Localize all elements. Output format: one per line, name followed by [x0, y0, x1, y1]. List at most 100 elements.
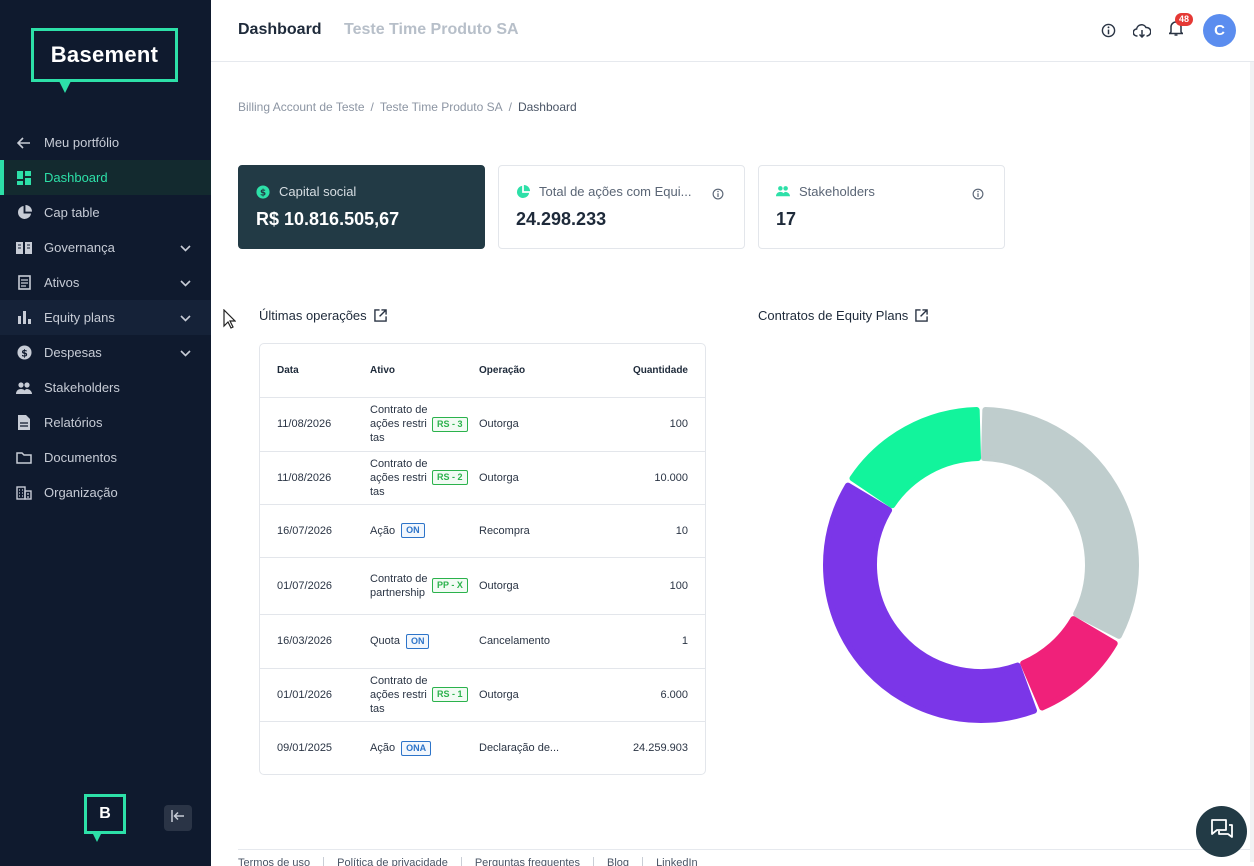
avatar[interactable]: C: [1203, 14, 1236, 47]
sidebar-item-governanca[interactable]: Governança: [0, 230, 211, 265]
brand-logo[interactable]: Basement: [31, 28, 178, 93]
cell-data: 16/07/2026: [260, 504, 370, 558]
sidebar-nav: Meu portfólio Dashboard Cap table Govern…: [0, 125, 211, 510]
donut-slice-0[interactable]: [980, 407, 1139, 639]
chevron-down-icon: [180, 241, 191, 256]
breadcrumb-separator: /: [370, 100, 374, 114]
logo-tail: [59, 81, 71, 93]
cell-data: 01/07/2026: [260, 557, 370, 615]
sidebar-item-label: Organização: [44, 485, 118, 500]
footer-link-linkedin[interactable]: LinkedIn: [656, 857, 698, 866]
sidebar-item-label: Cap table: [44, 205, 100, 220]
sidebar-item-label: Despesas: [44, 345, 102, 360]
table-row: 11/08/2026 Contrato de ações restritas R…: [260, 451, 705, 505]
sidebar-item-label: Documentos: [44, 450, 117, 465]
sidebar-item-dashboard[interactable]: Dashboard: [0, 160, 211, 195]
donut-slice-3[interactable]: [849, 407, 982, 509]
sidebar-item-cap-table[interactable]: Cap table: [0, 195, 211, 230]
sidebar: Basement Meu portfólio Dashboard Cap tab…: [0, 0, 211, 866]
capital-social-label: Capital social: [279, 184, 357, 199]
cell-operacao: Outorga: [479, 668, 599, 722]
table-row: 01/01/2026 Contrato de ações restritas R…: [260, 668, 705, 722]
dashboard-icon: [16, 170, 32, 186]
book-icon: [16, 240, 32, 256]
logo-text: Basement: [31, 28, 178, 82]
scrollbar-track[interactable]: [1250, 62, 1254, 862]
sidebar-item-label: Stakeholders: [44, 380, 120, 395]
chat-button[interactable]: [1196, 806, 1247, 857]
equity-plans-donut-chart: [823, 407, 1139, 723]
collapse-sidebar-button[interactable]: [164, 805, 192, 831]
column-header-data: Data: [260, 344, 370, 398]
operations-table: Data Ativo Operação Quantidade 11/08/202…: [259, 343, 706, 775]
svg-text:$: $: [21, 348, 28, 359]
capital-social-card: $ Capital social R$ 10.816.505,67: [238, 165, 485, 249]
folder-icon: [16, 450, 32, 466]
sidebar-item-label: Dashboard: [44, 170, 108, 185]
cloud-download-icon[interactable]: [1131, 20, 1153, 42]
people-icon: [16, 380, 32, 396]
svg-text:$: $: [260, 188, 266, 198]
table-row: 01/07/2026 Contrato de partnership PP - …: [260, 557, 705, 615]
sidebar-item-despesas[interactable]: $ Despesas: [0, 335, 211, 370]
sidebar-item-organizacao[interactable]: Organização: [0, 475, 211, 510]
footer-link-faq[interactable]: Perguntas frequentes: [462, 857, 595, 866]
notifications-button[interactable]: 48: [1165, 12, 1194, 42]
footer-link-privacidade[interactable]: Política de privacidade: [324, 857, 462, 866]
chevron-down-icon: [180, 311, 191, 326]
stakeholders-label: Stakeholders: [799, 184, 875, 199]
ativo-tag-badge: ON: [405, 633, 430, 649]
ativo-name: Quota: [370, 635, 400, 647]
contratos-equity-label: Contratos de Equity Plans: [758, 308, 909, 323]
collapse-icon: [171, 809, 185, 827]
external-link-icon: [915, 309, 929, 322]
contratos-equity-title[interactable]: Contratos de Equity Plans: [758, 308, 929, 323]
sidebar-item-equity-plans[interactable]: Equity plans: [0, 300, 211, 335]
info-icon[interactable]: [712, 187, 724, 205]
breadcrumb-item-company[interactable]: Teste Time Produto SA: [379, 100, 503, 114]
ativo-name: Contrato de ações restritas: [370, 674, 428, 715]
cell-operacao: Outorga: [479, 451, 599, 505]
table-row: 16/03/2026 Quota ON Cancelamento 1: [260, 614, 705, 669]
chat-icon: [1210, 818, 1234, 845]
cell-ativo: Quota ON: [370, 614, 479, 669]
stakeholders-card: Stakeholders 17: [758, 165, 1005, 249]
chevron-down-icon: [180, 346, 191, 361]
table-row: 16/07/2026 Ação ON Recompra 10: [260, 504, 705, 558]
info-icon[interactable]: [1097, 20, 1119, 42]
cell-quantidade: 6.000: [599, 668, 705, 722]
footer-link-blog[interactable]: Blog: [594, 857, 644, 866]
ativo-name: Ação: [370, 742, 396, 755]
sidebar-item-documentos[interactable]: Documentos: [0, 440, 211, 475]
dollar-icon: $: [256, 184, 270, 199]
total-acoes-value: 24.298.233: [516, 209, 607, 229]
sidebar-item-relatorios[interactable]: Relatórios: [0, 405, 211, 440]
sidebar-item-label: Equity plans: [44, 310, 115, 325]
arrow-left-icon: [16, 135, 32, 151]
breadcrumb: Billing Account de Teste / Teste Time Prod…: [238, 100, 577, 114]
cell-quantidade: 100: [599, 397, 705, 452]
header-actions: 48 C: [1085, 12, 1236, 47]
cell-quantidade: 1: [599, 614, 705, 669]
footer-divider: [238, 849, 1254, 850]
stakeholders-value: 17: [776, 209, 797, 229]
ativo-tag-badge: RS - 1: [432, 687, 468, 702]
pie-icon: [16, 205, 32, 221]
cell-data: 11/08/2026: [260, 451, 370, 505]
sidebar-item-stakeholders[interactable]: Stakeholders: [0, 370, 211, 405]
sidebar-item-ativos[interactable]: Ativos: [0, 265, 211, 300]
column-header-quantidade: Quantidade: [599, 344, 705, 398]
notification-badge: 48: [1175, 12, 1194, 26]
donut-slice-2[interactable]: [823, 482, 1038, 723]
cell-quantidade: 10: [599, 504, 705, 558]
ultimas-operacoes-label: Últimas operações: [259, 308, 367, 323]
ultimas-operacoes-title[interactable]: Últimas operações: [259, 308, 387, 323]
donut-slice-1[interactable]: [1020, 616, 1118, 711]
footer-link-termos[interactable]: Termos de uso: [238, 857, 325, 866]
cell-data: 01/01/2026: [260, 668, 370, 722]
cell-ativo: Contrato de ações restritas RS - 3: [370, 397, 479, 452]
cell-quantidade: 100: [599, 557, 705, 615]
sidebar-item-meu-portfolio[interactable]: Meu portfólio: [0, 125, 211, 160]
breadcrumb-item-billing[interactable]: Billing Account de Teste: [238, 100, 365, 114]
info-icon[interactable]: [972, 187, 984, 205]
